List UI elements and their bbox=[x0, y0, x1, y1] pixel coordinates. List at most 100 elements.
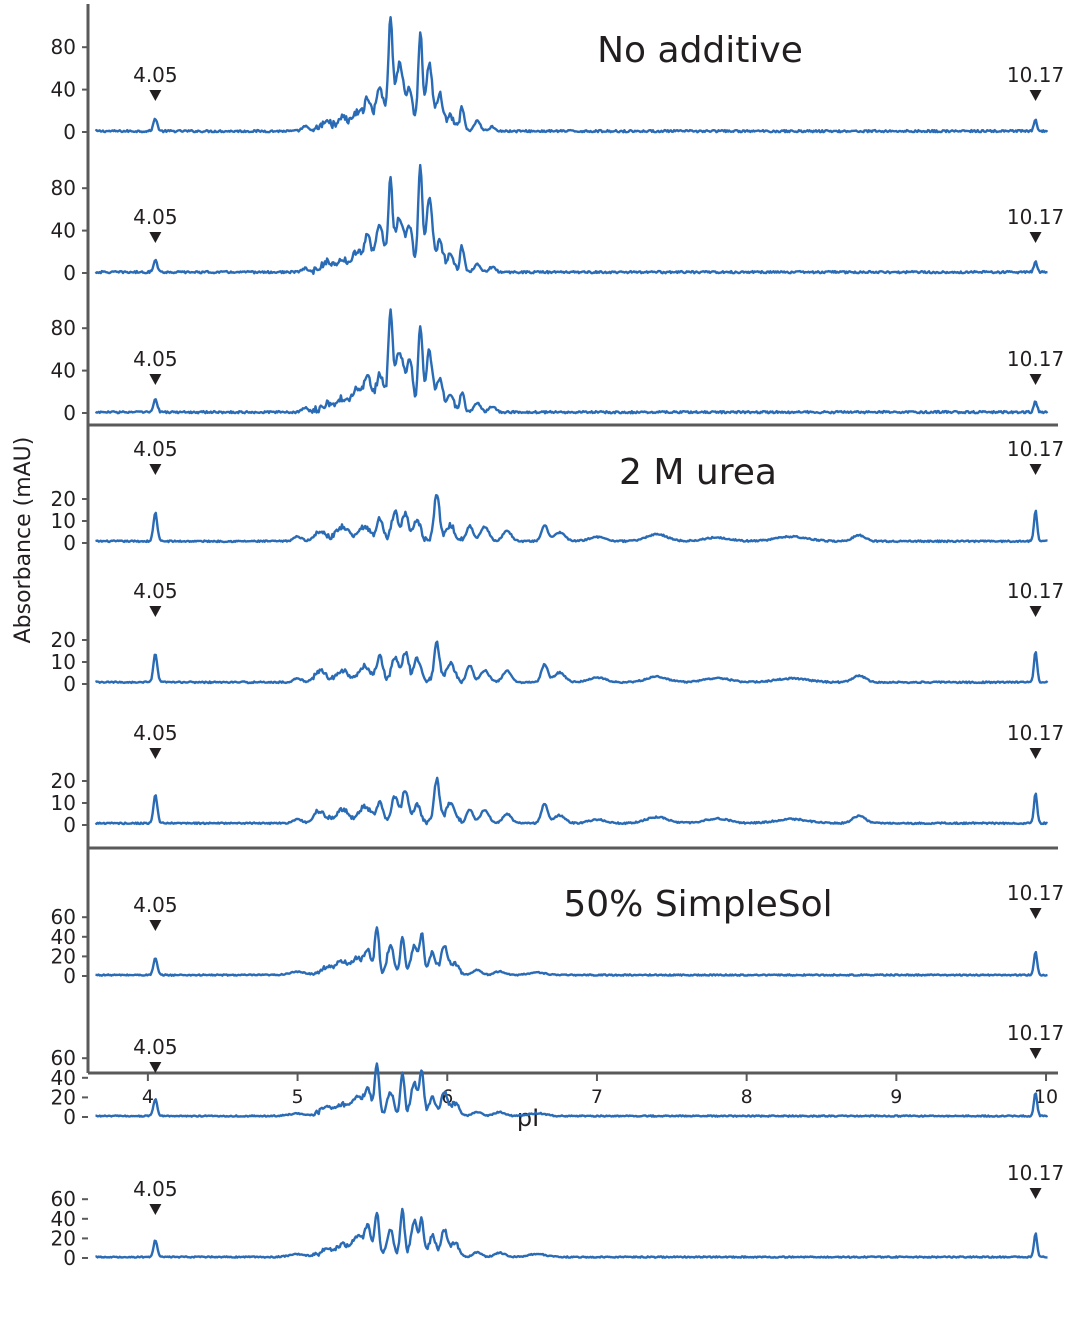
y-tick-label: 40 bbox=[51, 78, 76, 102]
y-tick-label: 20 bbox=[51, 1085, 76, 1109]
panel-title: 2 M urea bbox=[619, 452, 777, 493]
y-tick-label: 0 bbox=[63, 261, 76, 285]
pi-marker-label: 4.05 bbox=[133, 347, 178, 371]
pi-marker-arrow bbox=[149, 232, 162, 243]
trace-line bbox=[95, 1207, 1048, 1259]
pi-marker-label: 10.17 bbox=[1007, 1161, 1064, 1185]
y-tick-label: 0 bbox=[63, 1246, 76, 1270]
pi-marker-label: 10.17 bbox=[1007, 437, 1064, 461]
y-tick-label: 0 bbox=[63, 672, 76, 696]
pi-marker-label: 10.17 bbox=[1007, 347, 1064, 371]
pi-marker-arrow bbox=[1029, 90, 1042, 101]
y-tick-label: 40 bbox=[51, 1066, 76, 1090]
x-tick-label: 9 bbox=[890, 1086, 902, 1108]
y-tick-label: 0 bbox=[63, 1105, 76, 1129]
pi-marker-label: 10.17 bbox=[1007, 205, 1064, 229]
pi-marker-arrow bbox=[149, 606, 162, 617]
x-tick-label: 4 bbox=[142, 1086, 154, 1108]
y-tick-label: 20 bbox=[51, 487, 76, 511]
y-tick-label: 20 bbox=[51, 1226, 76, 1250]
trace-line bbox=[94, 640, 1049, 685]
y-tick-label: 40 bbox=[51, 925, 76, 949]
pi-marker-arrow bbox=[149, 1204, 162, 1215]
y-tick-label: 20 bbox=[51, 769, 76, 793]
trace-line bbox=[95, 494, 1048, 544]
y-tick-label: 80 bbox=[51, 176, 76, 200]
y-tick-label: 10 bbox=[51, 791, 76, 815]
pi-marker-arrow bbox=[149, 1062, 162, 1073]
pi-marker-arrow bbox=[149, 920, 162, 931]
pi-marker-label: 4.05 bbox=[133, 721, 178, 745]
pi-marker-arrow bbox=[1029, 606, 1042, 617]
y-axis-label: Absorbance (mAU) bbox=[11, 437, 36, 644]
pi-marker-label: 10.17 bbox=[1007, 881, 1064, 905]
pi-marker-label: 4.05 bbox=[133, 579, 178, 603]
panel-title: No additive bbox=[597, 30, 803, 71]
y-tick-label: 80 bbox=[51, 316, 76, 340]
pi-marker-label: 4.05 bbox=[133, 63, 178, 87]
y-tick-label: 80 bbox=[51, 35, 76, 59]
x-tick-label: 8 bbox=[741, 1086, 753, 1108]
pi-marker-label: 4.05 bbox=[133, 893, 178, 917]
pi-marker-arrow bbox=[1029, 1188, 1042, 1199]
trace-group: 0 40 80 4.05 10.17 bbox=[51, 308, 1064, 425]
panel-title: 50% SimpleSol bbox=[563, 884, 832, 925]
y-tick-label: 40 bbox=[51, 359, 76, 383]
y-tick-label: 40 bbox=[51, 219, 76, 243]
trace-group: 0 40 80 4.05 10.17 bbox=[51, 16, 1064, 144]
trace-line bbox=[94, 308, 1049, 415]
trace-line bbox=[95, 926, 1048, 977]
pi-marker-arrow bbox=[149, 90, 162, 101]
pi-marker-label: 10.17 bbox=[1007, 721, 1064, 745]
y-tick-label: 0 bbox=[63, 401, 76, 425]
x-axis-label: pI bbox=[517, 1104, 539, 1132]
pi-marker-label: 10.17 bbox=[1007, 579, 1064, 603]
pi-marker-arrow bbox=[149, 464, 162, 475]
y-tick-label: 0 bbox=[63, 964, 76, 988]
pi-marker-arrow bbox=[1029, 374, 1042, 385]
trace-line bbox=[94, 163, 1048, 275]
trace-line bbox=[95, 1062, 1049, 1118]
x-tick-label: 10 bbox=[1034, 1086, 1058, 1108]
y-tick-label: 0 bbox=[63, 813, 76, 837]
y-tick-label: 20 bbox=[51, 944, 76, 968]
pi-marker-label: 4.05 bbox=[133, 437, 178, 461]
x-tick-label: 7 bbox=[591, 1086, 603, 1108]
y-tick-label: 0 bbox=[63, 531, 76, 555]
y-tick-label: 60 bbox=[51, 1187, 76, 1211]
pi-marker-label: 4.05 bbox=[133, 1035, 178, 1059]
pi-marker-arrow bbox=[149, 374, 162, 385]
pi-marker-arrow bbox=[1029, 464, 1042, 475]
y-tick-label: 20 bbox=[51, 628, 76, 652]
y-tick-label: 60 bbox=[51, 905, 76, 929]
pi-marker-arrow bbox=[1029, 232, 1042, 243]
pi-marker-arrow bbox=[1029, 748, 1042, 759]
pi-marker-label: 10.17 bbox=[1007, 1021, 1064, 1045]
pi-marker-arrow bbox=[1029, 1048, 1042, 1059]
pi-marker-arrow bbox=[149, 748, 162, 759]
x-tick-label: 5 bbox=[292, 1086, 304, 1108]
pi-marker-label: 4.05 bbox=[133, 205, 178, 229]
trace-line bbox=[94, 16, 1049, 134]
y-tick-label: 40 bbox=[51, 1207, 76, 1231]
y-tick-label: 0 bbox=[63, 120, 76, 144]
y-tick-label: 60 bbox=[51, 1046, 76, 1070]
pi-marker-label: 10.17 bbox=[1007, 63, 1064, 87]
y-tick-label: 10 bbox=[51, 650, 76, 674]
y-tick-label: 10 bbox=[51, 509, 76, 533]
pi-marker-label: 4.05 bbox=[133, 1177, 178, 1201]
trace-group: 0 40 80 4.05 10.17 bbox=[51, 163, 1064, 285]
trace-line bbox=[94, 776, 1048, 826]
pi-marker-arrow bbox=[1029, 908, 1042, 919]
